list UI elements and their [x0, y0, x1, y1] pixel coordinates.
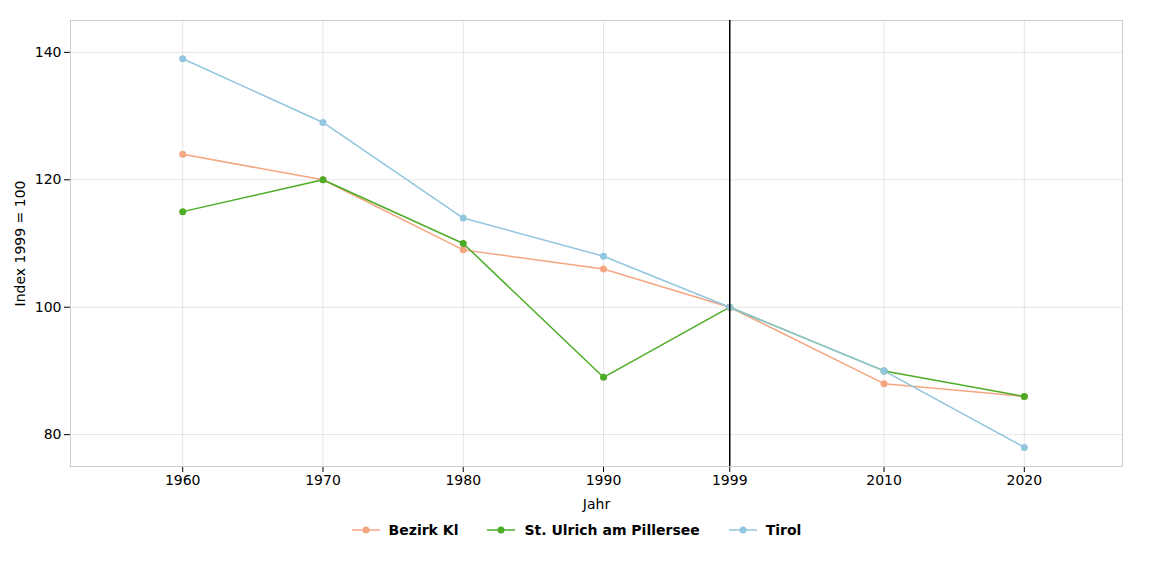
- svg-text:1999: 1999: [712, 472, 748, 488]
- html-text:Bezirk Kl: Bezirk Kl: [388, 522, 459, 538]
- svg-text:Index 1999 = 100: Index 1999 = 100: [12, 181, 28, 307]
- svg-text:80: 80: [44, 426, 62, 442]
- svg-text:140: 140: [35, 44, 62, 60]
- svg-text:2020: 2020: [1006, 472, 1042, 488]
- svg-text:120: 120: [35, 171, 62, 187]
- svg-text:100: 100: [35, 299, 62, 315]
- svg-text:1960: 1960: [165, 472, 201, 488]
- svg-text:2010: 2010: [866, 472, 902, 488]
- svg-text:Jahr: Jahr: [582, 496, 611, 512]
- svg-text:1980: 1980: [445, 472, 481, 488]
- html-text:Tirol: Tirol: [765, 522, 802, 538]
- svg-text:1990: 1990: [586, 472, 622, 488]
- svg-text:1970: 1970: [305, 472, 341, 488]
- html-text:St. Ulrich am Pillersee: St. Ulrich am Pillersee: [524, 522, 700, 538]
